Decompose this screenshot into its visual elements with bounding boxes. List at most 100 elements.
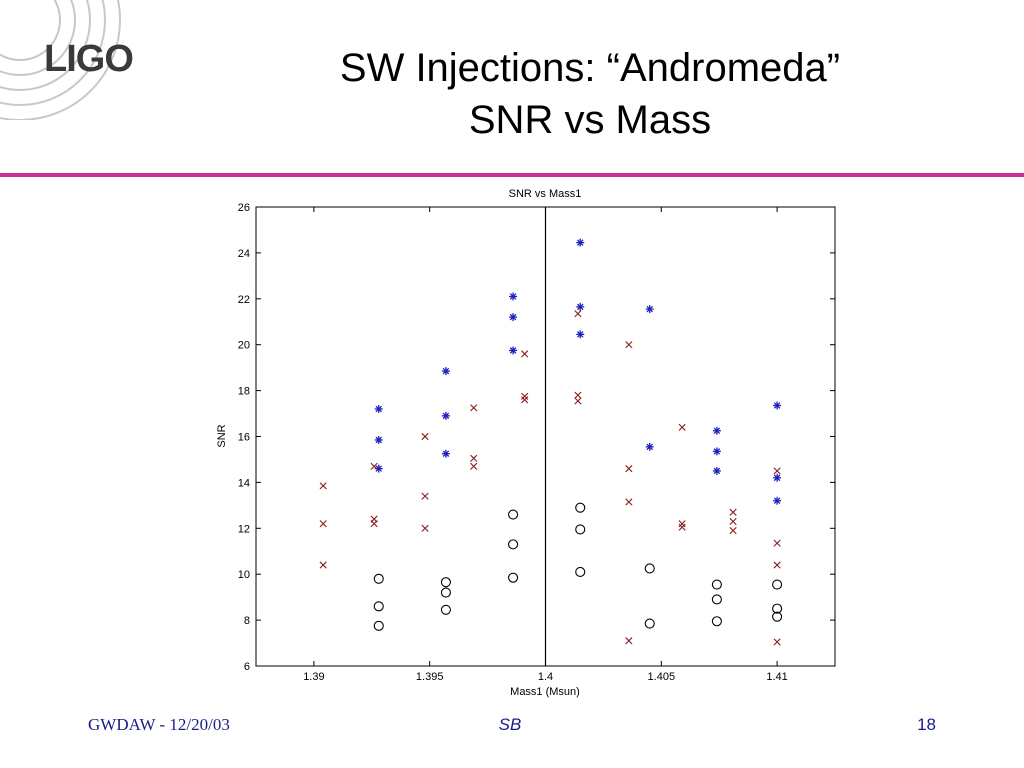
y-tick-label: 26: [238, 202, 250, 214]
x-marker: [370, 462, 378, 470]
x-marker-stroke: [625, 637, 633, 645]
x-tick-label: 1.395: [416, 671, 444, 683]
x-tick-label: 1.4: [538, 671, 553, 683]
x-marker-stroke: [370, 462, 378, 470]
circle-marker: [575, 502, 586, 513]
x-marker-stroke: [574, 397, 582, 405]
x-marker-stroke: [319, 561, 327, 569]
x-marker-stroke: [521, 350, 529, 358]
circle-marker: [644, 618, 655, 629]
x-marker: [319, 520, 327, 528]
star-marker: [374, 435, 383, 444]
x-marker-stroke: [678, 520, 686, 528]
y-tick-label: 10: [238, 569, 250, 581]
star-marker-stroke: [375, 465, 383, 472]
x-marker: [729, 508, 737, 516]
x-marker-stroke: [625, 465, 633, 473]
x-marker: [773, 561, 781, 569]
x-marker: [729, 517, 737, 526]
x-marker-stroke: [729, 517, 737, 526]
x-marker-stroke: [470, 462, 478, 470]
x-marker: [574, 391, 582, 399]
y-tick-label: 24: [238, 248, 250, 260]
x-marker: [521, 350, 529, 358]
star-marker: [509, 292, 518, 301]
star-marker-stroke: [713, 467, 721, 475]
y-tick-label: 8: [244, 615, 250, 627]
y-tick-label: 18: [238, 386, 250, 398]
star-marker: [773, 473, 782, 482]
x-marker: [521, 392, 529, 400]
star-marker-stroke: [442, 367, 450, 375]
x-marker-stroke: [521, 396, 529, 404]
x-marker: [625, 465, 633, 473]
circle-marker: [711, 616, 722, 627]
circle-marker: [508, 572, 519, 583]
chart-title: SNR vs Mass1: [509, 188, 582, 200]
star-marker-stroke: [509, 313, 517, 321]
star-marker: [374, 404, 383, 413]
y-tick-label: 6: [244, 661, 250, 673]
star-marker-stroke: [773, 497, 781, 505]
star-marker-stroke: [646, 305, 653, 313]
scatter-chart: SNR vs Mass1 1.39 1.395 1.4 1.405 1.41 6 8 10 12…: [216, 188, 836, 698]
x-marker: [625, 498, 633, 506]
x-marker-stroke: [625, 498, 633, 506]
circle-marker: [373, 620, 384, 631]
x-marker: [470, 462, 478, 470]
x-marker: [421, 432, 429, 441]
circle-marker: [772, 579, 783, 590]
y-tick-label: 14: [238, 477, 250, 489]
circle-marker: [711, 579, 722, 590]
circle-marker: [644, 563, 655, 574]
x-marker: [773, 539, 781, 547]
y-tick-label: 22: [238, 294, 250, 306]
star-marker: [509, 346, 518, 355]
x-marker: [574, 397, 582, 405]
star-marker-stroke: [713, 448, 721, 455]
x-marker-stroke: [574, 310, 582, 318]
y-tick-label: 20: [238, 340, 250, 352]
y-axis-label: SNR: [216, 424, 228, 447]
star-marker-stroke: [509, 347, 517, 354]
star-marker: [509, 313, 518, 322]
star-marker-stroke: [375, 436, 383, 444]
x-marker: [678, 423, 686, 431]
x-marker: [574, 310, 582, 318]
star-marker-stroke: [773, 474, 781, 482]
circle-marker: [711, 594, 722, 605]
slide-title: SW Injections: “Andromeda” SNR vs Mass: [240, 42, 940, 146]
x-marker: [421, 492, 429, 500]
y-tick-label: 16: [238, 432, 250, 444]
x-marker: [319, 561, 327, 569]
star-marker-stroke: [576, 331, 584, 338]
star-marker: [773, 496, 782, 505]
x-marker: [470, 404, 478, 412]
star-marker: [712, 447, 721, 456]
axis-ticks: 1.39 1.395 1.4 1.405 1.41 6 8 10 12 14 16 18 20 22 24 2…: [238, 202, 835, 683]
star-marker-stroke: [576, 239, 584, 246]
star-marker: [645, 305, 654, 314]
ligo-logo: LIGO: [0, 0, 200, 121]
x-tick-label: 1.39: [303, 671, 324, 683]
star-marker-stroke: [442, 412, 450, 420]
x-marker: [421, 524, 429, 532]
star-marker: [576, 302, 585, 311]
title-divider: [0, 173, 1024, 177]
x-marker-stroke: [470, 404, 478, 412]
star-marker: [576, 330, 585, 339]
star-marker: [576, 238, 585, 247]
x-marker-stroke: [574, 391, 582, 399]
circle-marker: [575, 566, 586, 577]
slide-title-line-2: SNR vs Mass: [468, 98, 712, 142]
footer-page-number: 18: [917, 715, 936, 734]
x-marker-stroke: [773, 467, 781, 475]
x-marker: [370, 520, 378, 528]
star-marker-stroke: [509, 293, 517, 300]
circle-marker: [373, 601, 384, 612]
x-marker: [470, 454, 478, 462]
circle-marker: [575, 524, 586, 535]
star-marker: [441, 367, 450, 376]
star-marker: [441, 449, 450, 458]
x-marker-stroke: [729, 527, 737, 535]
